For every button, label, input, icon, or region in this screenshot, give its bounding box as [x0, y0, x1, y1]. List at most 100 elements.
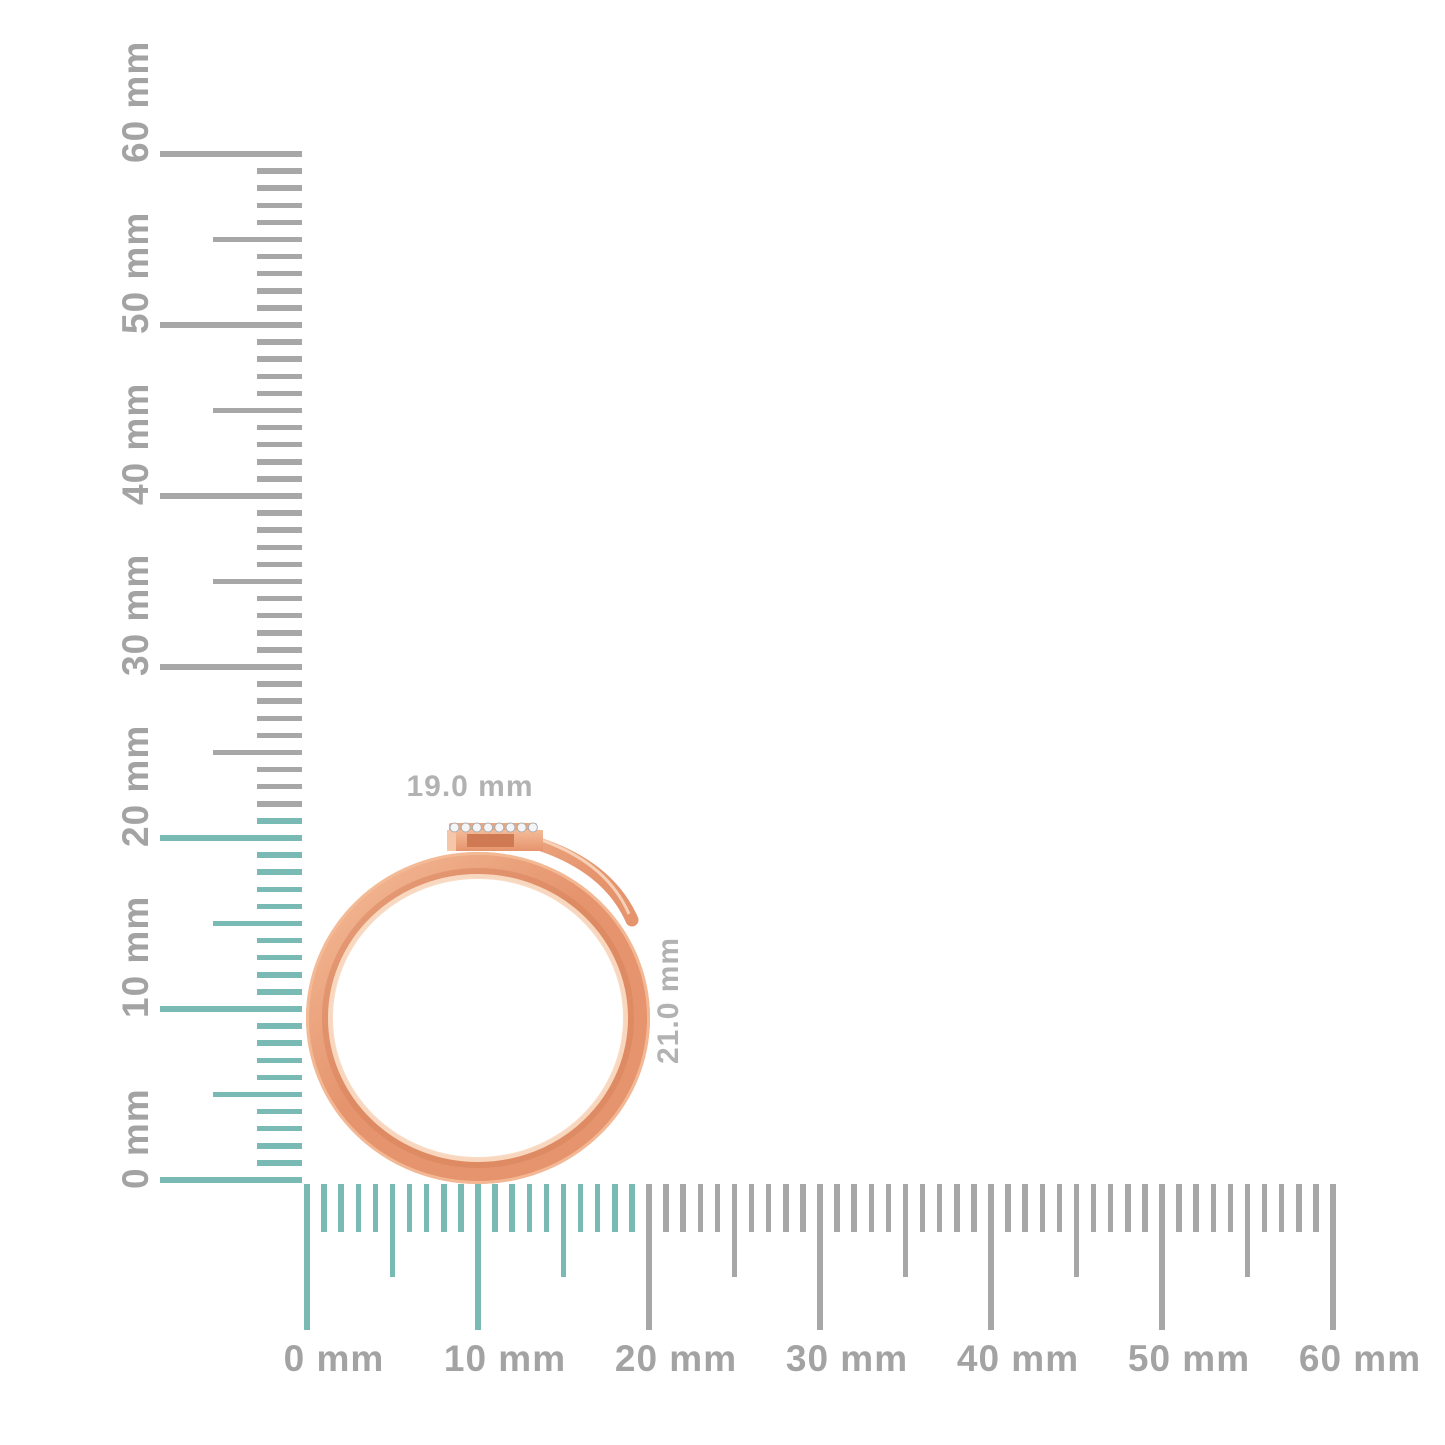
ring-width-label: 19.0 mm [406, 770, 534, 803]
h-ruler-tick-41mm [1005, 1184, 1011, 1232]
h-ruler-tick-45mm [1073, 1184, 1080, 1277]
v-ruler-tick-31mm [257, 647, 302, 653]
v-ruler-tick-54mm [257, 253, 302, 260]
h-ruler-label-20mm: 20 mm [614, 1338, 738, 1379]
v-ruler-tick-39mm [257, 510, 302, 516]
v-ruler-tick-27mm [257, 715, 302, 722]
h-ruler-tick-16mm [577, 1184, 584, 1232]
v-ruler-tick-23mm [257, 783, 302, 790]
h-ruler-tick-21mm [663, 1184, 669, 1232]
h-ruler-tick-11mm [492, 1184, 498, 1232]
h-ruler-tick-17mm [594, 1184, 601, 1232]
h-ruler-tick-10mm [475, 1184, 481, 1330]
v-ruler-tick-21mm [257, 818, 302, 824]
v-ruler-tick-16mm [257, 903, 302, 910]
h-ruler-tick-7mm [423, 1184, 430, 1232]
h-ruler-label-50mm: 50 mm [1127, 1338, 1251, 1379]
h-ruler-tick-25mm [731, 1184, 738, 1277]
v-ruler-tick-37mm [257, 544, 302, 551]
ring-height-label: 21.0 mm [652, 936, 685, 1064]
v-ruler-tick-18mm [257, 869, 302, 875]
v-ruler-tick-26mm [257, 732, 302, 739]
h-ruler-tick-8mm [441, 1184, 447, 1232]
h-ruler-tick-37mm [936, 1184, 943, 1232]
v-ruler-tick-28mm [257, 698, 302, 704]
v-ruler-tick-36mm [257, 561, 302, 568]
h-ruler-tick-54mm [1227, 1184, 1234, 1232]
ring-bar-setting [447, 822, 543, 851]
v-ruler-tick-60mm [160, 151, 302, 157]
h-ruler-tick-36mm [919, 1184, 926, 1232]
h-ruler-tick-3mm [355, 1184, 362, 1232]
h-ruler-label-10mm: 10 mm [443, 1338, 567, 1379]
v-ruler-tick-53mm [257, 270, 302, 277]
h-ruler-tick-20mm [646, 1184, 652, 1330]
h-ruler-tick-6mm [406, 1184, 413, 1232]
h-ruler-tick-31mm [834, 1184, 840, 1232]
h-ruler-label-60mm: 60 mm [1298, 1338, 1422, 1379]
v-ruler-tick-48mm [257, 356, 302, 362]
h-ruler-tick-9mm [458, 1184, 464, 1232]
v-ruler-tick-7mm [257, 1057, 302, 1064]
v-ruler-tick-19mm [257, 852, 302, 858]
v-ruler-tick-41mm [257, 476, 302, 482]
h-ruler-tick-60mm [1330, 1184, 1336, 1330]
h-ruler-tick-29mm [800, 1184, 806, 1232]
h-ruler-tick-34mm [885, 1184, 892, 1232]
h-ruler-tick-33mm [868, 1184, 875, 1232]
h-ruler-tick-28mm [783, 1184, 789, 1232]
diamond-3 [471, 822, 482, 833]
h-ruler-tick-26mm [748, 1184, 755, 1232]
v-ruler-label-40mm: 40 mm [115, 382, 156, 505]
h-ruler-tick-58mm [1296, 1184, 1302, 1232]
v-ruler-tick-40mm [160, 493, 302, 499]
v-ruler-tick-9mm [257, 1023, 302, 1029]
h-ruler-tick-19mm [629, 1184, 635, 1232]
v-ruler-tick-14mm [257, 937, 302, 944]
v-ruler-tick-33mm [257, 612, 302, 619]
v-ruler-tick-22mm [257, 801, 302, 807]
v-ruler-tick-44mm [257, 424, 302, 431]
h-ruler-label-0mm: 0 mm [283, 1338, 385, 1379]
h-ruler-tick-38mm [954, 1184, 960, 1232]
h-ruler-tick-15mm [560, 1184, 567, 1277]
h-ruler-tick-53mm [1210, 1184, 1217, 1232]
h-ruler-tick-13mm [526, 1184, 533, 1232]
h-ruler-tick-4mm [372, 1184, 379, 1232]
h-ruler-tick-46mm [1090, 1184, 1097, 1232]
diamond-5 [494, 822, 505, 833]
diamond-8 [527, 822, 538, 833]
ring-band [306, 832, 650, 1184]
v-ruler-tick-17mm [257, 886, 302, 893]
h-ruler-tick-44mm [1056, 1184, 1063, 1232]
v-ruler-tick-11mm [257, 989, 302, 995]
v-ruler-tick-3mm [257, 1125, 302, 1132]
v-ruler-tick-32mm [257, 630, 302, 636]
h-ruler-tick-23mm [697, 1184, 704, 1232]
h-ruler-tick-24mm [714, 1184, 721, 1232]
v-ruler-tick-43mm [257, 441, 302, 448]
h-ruler-tick-14mm [543, 1184, 550, 1232]
v-ruler-tick-5mm [213, 1091, 302, 1098]
v-ruler-tick-10mm [160, 1006, 302, 1012]
v-ruler-tick-24mm [257, 766, 302, 773]
h-ruler-tick-43mm [1039, 1184, 1046, 1232]
h-ruler-tick-39mm [971, 1184, 977, 1232]
h-ruler-tick-56mm [1261, 1184, 1268, 1232]
diamond-row [449, 822, 538, 833]
v-ruler-tick-25mm [213, 749, 302, 756]
v-ruler-tick-34mm [257, 595, 302, 602]
v-ruler-tick-20mm [160, 835, 302, 841]
diamond-7 [516, 822, 527, 833]
h-ruler-tick-50mm [1159, 1184, 1165, 1330]
v-ruler-tick-45mm [213, 407, 302, 414]
h-ruler-label-40mm: 40 mm [956, 1338, 1080, 1379]
v-ruler-tick-56mm [257, 219, 302, 226]
v-ruler-tick-15mm [213, 920, 302, 927]
h-ruler-tick-47mm [1107, 1184, 1114, 1232]
v-ruler-label-30mm: 30 mm [115, 553, 156, 676]
v-ruler-tick-6mm [257, 1074, 302, 1081]
v-ruler-label-60mm: 60 mm [115, 40, 156, 163]
v-ruler-label-0mm: 0 mm [115, 1088, 156, 1189]
